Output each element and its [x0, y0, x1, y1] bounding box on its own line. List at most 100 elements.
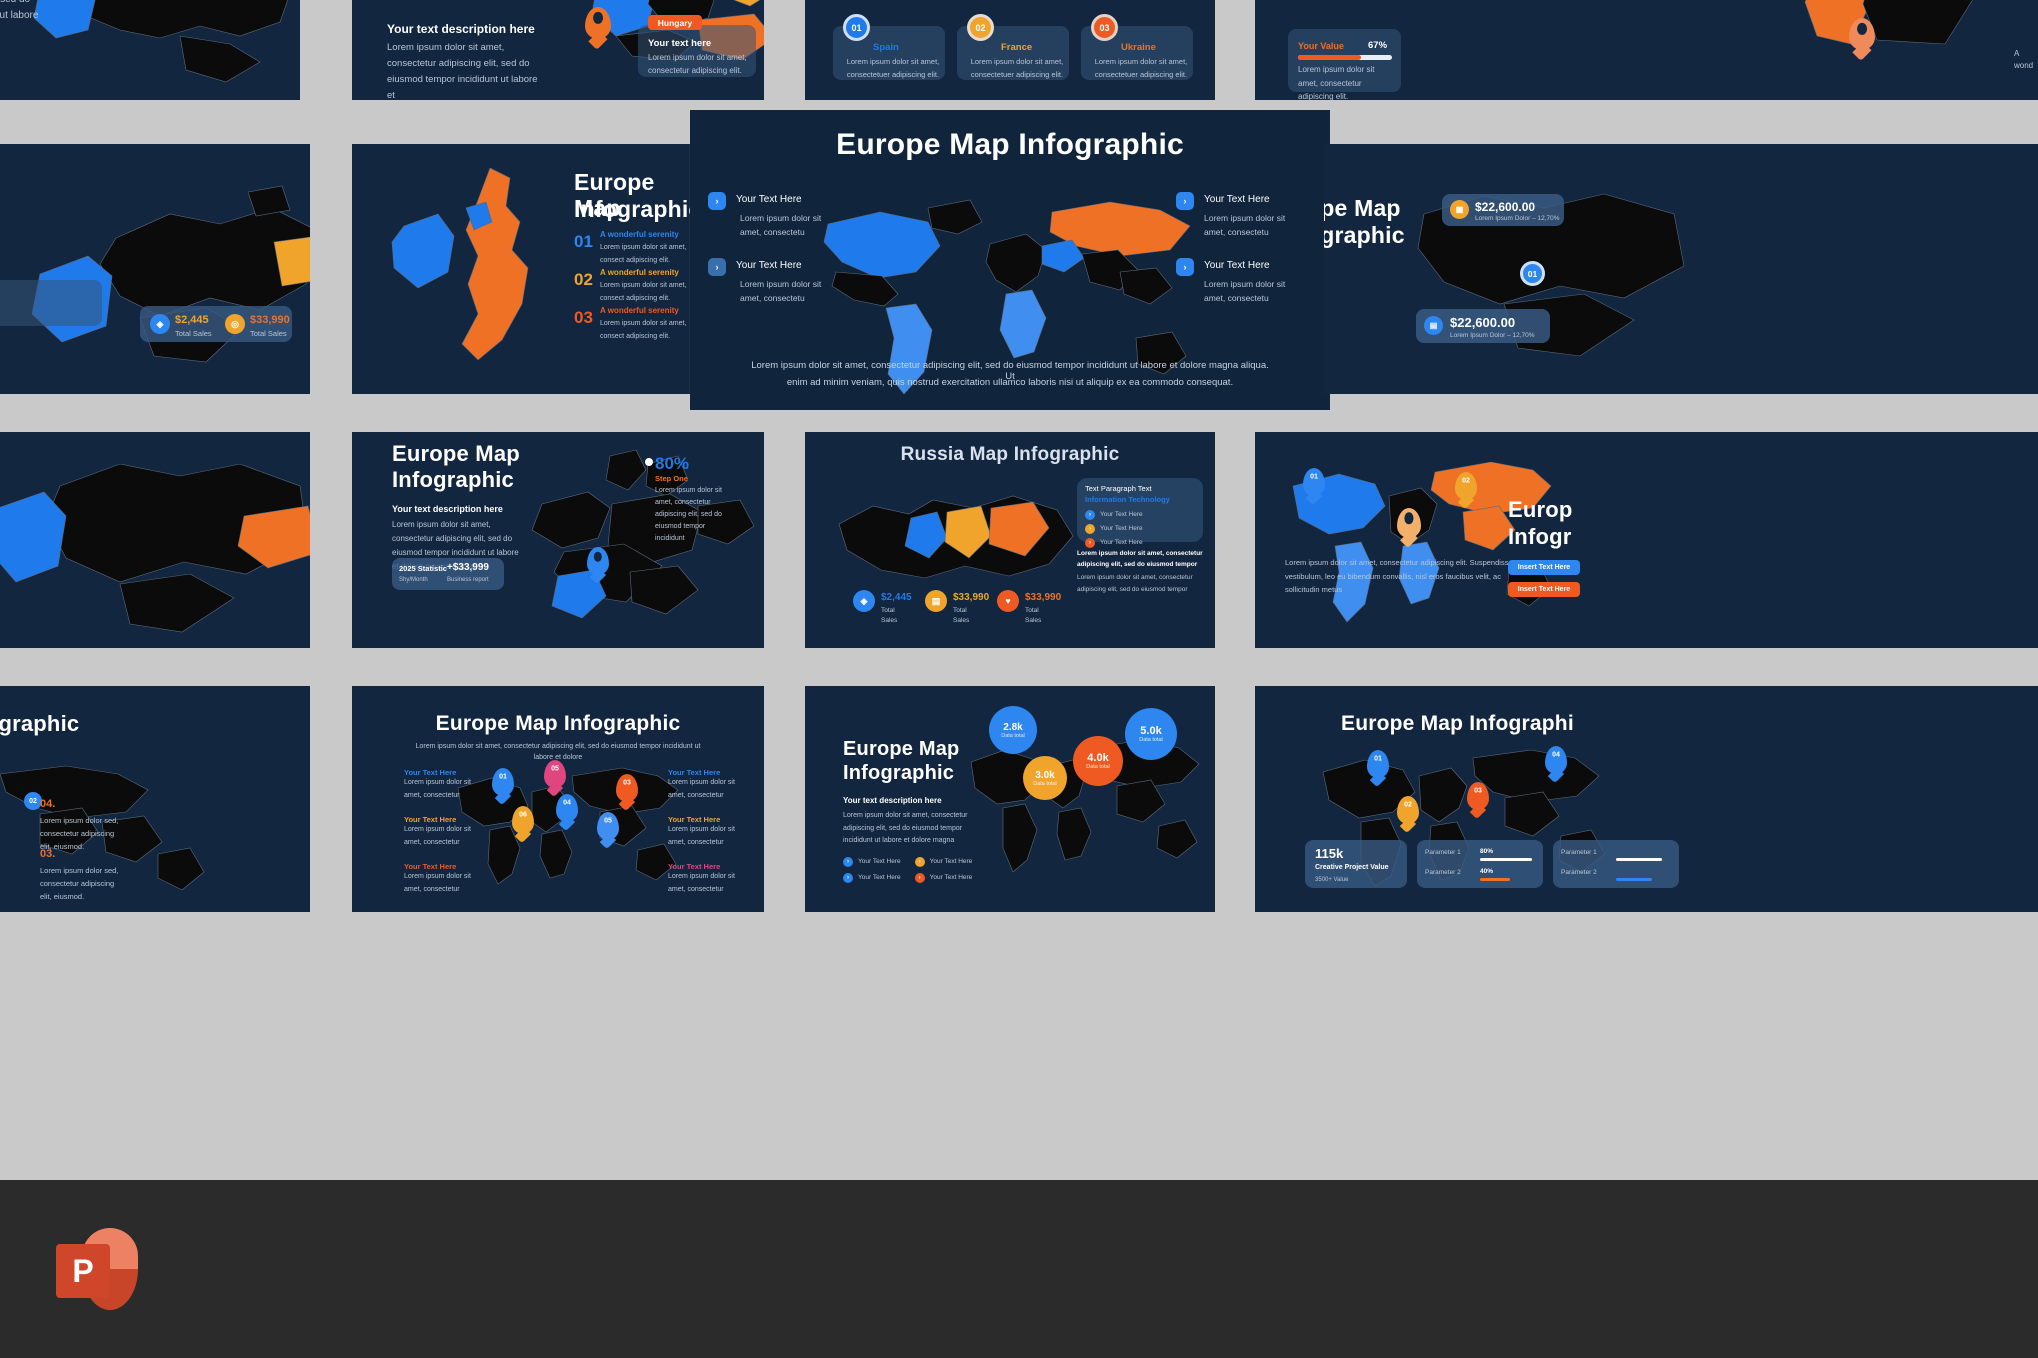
bubble-04[interactable]: 4.0k Data total	[1073, 736, 1123, 786]
slide-row4-3[interactable]: Europe Map Infographic Your text descrip…	[805, 686, 1215, 912]
map-pin-04[interactable]: 04	[556, 794, 578, 822]
map-pin-05b[interactable]: 05	[597, 812, 619, 840]
bubble-value: 3.0k	[1035, 769, 1055, 781]
featured-paragraph-line2: enim ad minim veniam, quis nostrud exerc…	[786, 377, 1234, 388]
legend-text: Your Text Here	[1100, 524, 1143, 532]
panel-title: Text Paragraph Text	[1085, 484, 1152, 493]
bubble-01[interactable]: 2.8k Data total	[989, 706, 1037, 754]
chevron-right-icon[interactable]: ›	[1176, 192, 1194, 210]
map-pin-02[interactable]: 02	[1397, 796, 1419, 824]
map-pin-marker[interactable]	[585, 7, 611, 39]
map-pin-05[interactable]: 05	[544, 760, 566, 788]
insert-text-button-1[interactable]: Insert Text Here	[1508, 560, 1580, 575]
europe-outline-map	[502, 446, 762, 646]
slide-row2-1[interactable]: e Map aphic 30% Your text here Lorem ips…	[0, 144, 310, 394]
slide-top-4[interactable]: Your Value 67% Lorem ipsum dolor sit ame…	[1255, 0, 2038, 100]
pin-number: 01	[1310, 473, 1318, 481]
powerpoint-logo-letter: P	[72, 1252, 94, 1289]
item-body: Lorem ipsum dolor sit amet, consectetu	[1204, 279, 1286, 303]
item-number: 03	[574, 308, 593, 327]
footer-bar: P Europe Map Infographic Presentation	[0, 1180, 2038, 1358]
slide-row3-2[interactable]: Europe Map Infographic Your text descrip…	[352, 432, 764, 648]
featured-item[interactable]: › Your Text Here Lorem ipsum dolor sit a…	[708, 258, 868, 324]
chevron-right-icon[interactable]: ›	[708, 192, 726, 210]
bubble-sub: Data total	[1033, 780, 1057, 787]
info-card[interactable]	[0, 280, 102, 326]
item-body: Lorem ipsum dolor sit amet, consectetu	[740, 279, 822, 303]
map-pin-01[interactable]: 01	[1367, 750, 1389, 778]
pin-number: 02	[1404, 801, 1412, 809]
map-pin-marker[interactable]	[1849, 18, 1875, 50]
slide-top-2[interactable]: Your text description here Lorem ipsum d…	[352, 0, 764, 100]
country-card-list: 01 Spain Lorem ipsum dolor sit amet, con…	[805, 0, 1215, 100]
slide-top-1[interactable]: tion here consectetur adipiscing elit, s…	[0, 0, 300, 100]
map-pin-01[interactable]: 01	[492, 768, 514, 796]
value-body: Lorem ipsum dolor sit amet, consectetur …	[1298, 65, 1375, 100]
bubble-03[interactable]: 3.0k Data total	[1023, 756, 1067, 800]
legend-item: › Your Text Here	[1085, 536, 1143, 550]
map-badge: 02	[24, 792, 42, 810]
sales-label-1: Total Sales	[175, 329, 212, 338]
step-body: Lorem ipsum dolor sit amet, consectetur …	[655, 487, 722, 542]
map-pin-04[interactable]: 04	[1545, 746, 1567, 774]
slide-title: Europe Map Infographi	[1341, 712, 1574, 735]
pin-number: 04	[1552, 751, 1560, 759]
slide-row2-4[interactable]: ope Map ographic ▦ $22,600.00 Lorem Ipsu…	[1324, 144, 2038, 394]
slide-title-line1: Europe Map	[843, 738, 960, 760]
slide-row4-4[interactable]: Europe Map Infographi 01 04 02	[1255, 686, 2038, 912]
bubble-02[interactable]: 5.0k Data total	[1125, 708, 1177, 760]
map-pin-06[interactable]: 06	[512, 806, 534, 834]
description-body: Lorem ipsum dolor sit amet, consectetur …	[843, 812, 968, 845]
map-pin-marker[interactable]: 02	[1455, 472, 1477, 500]
slide-row3-4[interactable]: 01 02 Europ Infogr Lorem ipsum dolor sit…	[1255, 432, 2038, 648]
statistic-card[interactable]	[392, 558, 504, 590]
slide-title: urope Map Infographic	[0, 711, 80, 736]
kpi-card[interactable]	[1305, 840, 1407, 888]
slide-row3-3[interactable]: Russia Map Infographic Text Paragraph Te…	[805, 432, 1215, 648]
description-title: Your text description here	[392, 504, 503, 514]
value-percent: 67%	[1368, 40, 1388, 51]
country-info-card[interactable]	[638, 25, 756, 77]
map-pin-03[interactable]: 03	[1467, 782, 1489, 810]
slide-row4-1[interactable]: urope Map Infographic 01 02 04. Lorem ip…	[0, 686, 310, 912]
value-bot: $22,600.00	[1450, 315, 1516, 330]
list-item[interactable]: 03 A wonderful serenity Lorem ipsum dolo…	[574, 306, 690, 344]
text-panel[interactable]	[1077, 478, 1203, 542]
slide-title: Russia Map Infographic	[900, 444, 1120, 465]
country-chip-hungary[interactable]: Hungary	[648, 15, 702, 30]
featured-item[interactable]: › Your Text Here Lorem ipsum dolor sit a…	[1176, 258, 1330, 324]
chevron-right-icon[interactable]: ›	[708, 258, 726, 276]
pin-number: 03	[1474, 787, 1482, 795]
value-card[interactable]	[1288, 29, 1401, 92]
text-item: Your Text Here Lorem ipsum dolor sit ame…	[404, 862, 496, 909]
chevron-right-icon[interactable]: ›	[1176, 258, 1194, 276]
slide-row2-2[interactable]: Europe Map Infographic 01 A wonderful se…	[352, 144, 690, 394]
featured-item[interactable]: › Your Text Here Lorem ipsum dolor sit a…	[708, 192, 868, 258]
list-item[interactable]: 02 A wonderful serenity Lorem ipsum dolo…	[574, 268, 690, 306]
featured-slide[interactable]: Europe Map Infographic › Your Text Here	[690, 110, 1330, 410]
slide-row3-1[interactable]: e Map aphic 75% amet, consectetur elusmo…	[0, 432, 310, 648]
sales-value-2: $33,990	[250, 314, 290, 326]
country-name: Ukraine	[1121, 42, 1156, 53]
sales-icon-1: ◈	[150, 314, 170, 334]
insert-text-button-2[interactable]: Insert Text Here	[1508, 582, 1580, 597]
map-pin-marker[interactable]	[1397, 508, 1421, 538]
map-pin-03[interactable]: 03	[616, 774, 638, 802]
value-label: Your Value	[1298, 41, 1344, 51]
card-body: Lorem ipsum dolor sit amet, consectetur …	[648, 53, 747, 75]
stat-label: 2025 Statistic	[399, 564, 447, 573]
list-item[interactable]: 01 A wonderful serenity Lorem ipsum dolo…	[574, 230, 690, 268]
map-pin-marker[interactable]: 01	[1303, 468, 1325, 496]
legend-item: › Your Text Here	[914, 854, 972, 870]
slide-row4-2[interactable]: Europe Map Infographic Lorem ipsum dolor…	[352, 686, 764, 912]
text-item: Your Text Here Lorem ipsum dolor sit ame…	[668, 862, 760, 909]
bubble-value: 5.0k	[1140, 725, 1162, 737]
map-pin-marker[interactable]	[587, 547, 609, 575]
featured-item[interactable]: › Your Text Here Lorem ipsum dolor sit a…	[1176, 192, 1330, 258]
description-title: Your text description here	[843, 796, 942, 805]
uk-ireland-map	[382, 164, 572, 384]
slide-top-3[interactable]: 01 Spain Lorem ipsum dolor sit amet, con…	[805, 0, 1215, 100]
legend-chevron-icon: ›	[1085, 538, 1095, 548]
slide-title-line1: Europ	[1508, 497, 1573, 522]
legend-text: Your Text Here	[929, 873, 973, 881]
